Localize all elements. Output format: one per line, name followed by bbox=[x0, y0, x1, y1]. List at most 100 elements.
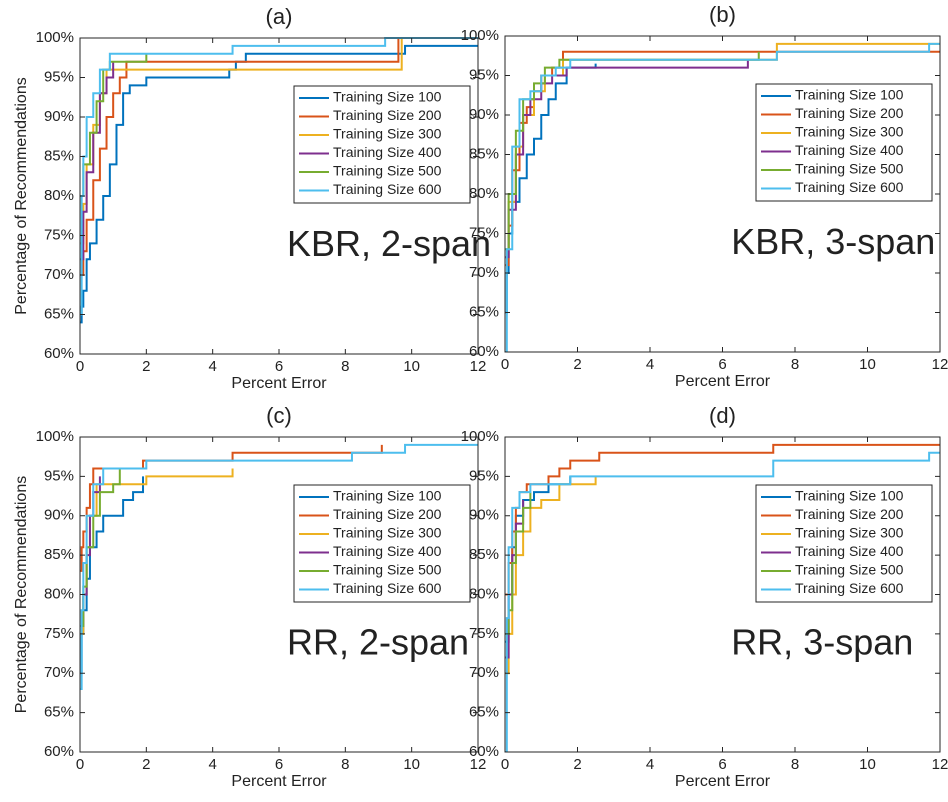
legend-label: Training Size 200 bbox=[795, 506, 904, 522]
y-tick-label: 80% bbox=[44, 585, 74, 602]
y-tick-label: 95% bbox=[44, 68, 74, 85]
x-tick-label: 12 bbox=[932, 356, 948, 373]
y-tick-label: 75% bbox=[469, 224, 499, 241]
y-tick-label: 100% bbox=[461, 27, 499, 44]
legend-label: Training Size 300 bbox=[333, 525, 442, 541]
x-axis-label: Percent Error bbox=[231, 773, 327, 790]
legend-box bbox=[293, 484, 471, 603]
legend-label: Training Size 200 bbox=[333, 107, 442, 123]
legend-box bbox=[293, 85, 471, 204]
y-tick-label: 85% bbox=[469, 145, 499, 162]
x-tick-label: 6 bbox=[718, 356, 726, 373]
x-tick-label: 0 bbox=[76, 358, 84, 375]
y-tick-label: 90% bbox=[44, 507, 74, 524]
subplot: 60% 65% 70% 75% 80% 85% 90% 95% 100% 0 2 4 6 8 10 12 (a)… bbox=[13, 4, 491, 392]
y-tick-label: 60% bbox=[469, 343, 499, 360]
chart-title: (d) bbox=[709, 403, 736, 428]
series-line bbox=[80, 37, 478, 276]
subplot: 60% 65% 70% 75% 80% 85% 90% 95% 100% 0 2 4 6 8 10 12 (d)… bbox=[461, 403, 948, 790]
x-axis-label: Percent Error bbox=[675, 773, 771, 790]
x-tick-label: 4 bbox=[646, 756, 654, 773]
y-tick-label: 95% bbox=[469, 66, 499, 83]
y-axis-label: Percentage of Recommendations bbox=[13, 476, 30, 713]
x-tick-label: 0 bbox=[76, 756, 84, 773]
y-tick-label: 85% bbox=[44, 546, 74, 563]
x-tick-label: 8 bbox=[341, 358, 349, 375]
series-line bbox=[505, 500, 525, 659]
y-tick-label: 100% bbox=[36, 29, 74, 46]
x-tick-label: 6 bbox=[275, 358, 283, 375]
x-tick-label: 6 bbox=[718, 756, 726, 773]
x-axis-label: Percent Error bbox=[231, 375, 327, 392]
subplot: 60% 65% 70% 75% 80% 85% 90% 95% 100% 0 2 4 6 8 10 12 (b)… bbox=[461, 2, 948, 390]
legend-label: Training Size 600 bbox=[795, 580, 904, 596]
x-tick-label: 4 bbox=[208, 358, 216, 375]
legend-label: Training Size 500 bbox=[333, 163, 442, 179]
x-tick-label: 8 bbox=[791, 356, 799, 373]
y-tick-label: 60% bbox=[44, 743, 74, 760]
chart-title: (a) bbox=[266, 4, 293, 29]
series-line bbox=[505, 59, 749, 259]
y-tick-label: 70% bbox=[44, 664, 74, 681]
series-line bbox=[505, 451, 940, 752]
legend-label: Training Size 100 bbox=[333, 488, 442, 504]
y-tick-label: 60% bbox=[469, 743, 499, 760]
subplot: 60% 65% 70% 75% 80% 85% 90% 95% 100% 0 2 4 6 8 10 12 (c)… bbox=[13, 403, 486, 790]
series-line bbox=[80, 443, 478, 690]
legend-label: Training Size 600 bbox=[333, 580, 442, 596]
x-tick-label: 2 bbox=[142, 756, 150, 773]
x-tick-label: 10 bbox=[859, 356, 876, 373]
x-tick-label: 0 bbox=[501, 356, 509, 373]
x-tick-label: 2 bbox=[573, 356, 581, 373]
x-tick-label: 8 bbox=[791, 756, 799, 773]
legend-label: Training Size 400 bbox=[795, 543, 904, 559]
legend-box bbox=[755, 83, 933, 202]
legend-label: Training Size 200 bbox=[333, 506, 442, 522]
legend-label: Training Size 300 bbox=[795, 124, 904, 140]
legend-label: Training Size 400 bbox=[333, 543, 442, 559]
legend-label: Training Size 500 bbox=[333, 562, 442, 578]
legend-label: Training Size 100 bbox=[333, 89, 442, 105]
legend-label: Training Size 300 bbox=[795, 525, 904, 541]
series-line bbox=[505, 51, 760, 251]
legend-label: Training Size 500 bbox=[795, 161, 904, 177]
y-tick-label: 95% bbox=[44, 467, 74, 484]
y-tick-label: 70% bbox=[469, 664, 499, 681]
legend-label: Training Size 100 bbox=[795, 87, 904, 103]
x-tick-label: 2 bbox=[573, 756, 581, 773]
annotation: RR, 2-span bbox=[287, 621, 469, 662]
x-tick-label: 4 bbox=[208, 756, 216, 773]
legend-label: Training Size 600 bbox=[795, 179, 904, 195]
y-tick-label: 60% bbox=[44, 345, 74, 362]
legend-label: Training Size 400 bbox=[795, 142, 904, 158]
x-tick-label: 8 bbox=[341, 756, 349, 773]
y-tick-label: 90% bbox=[469, 106, 499, 123]
y-tick-label: 80% bbox=[44, 187, 74, 204]
legend-label: Training Size 500 bbox=[795, 562, 904, 578]
y-tick-label: 65% bbox=[44, 305, 74, 322]
y-tick-label: 70% bbox=[44, 266, 74, 283]
x-axis-label: Percent Error bbox=[675, 373, 771, 390]
x-tick-label: 4 bbox=[646, 356, 654, 373]
legend-label: Training Size 200 bbox=[795, 105, 904, 121]
y-tick-label: 95% bbox=[469, 467, 499, 484]
y-tick-label: 65% bbox=[469, 303, 499, 320]
y-tick-label: 90% bbox=[44, 108, 74, 125]
x-tick-label: 0 bbox=[501, 756, 509, 773]
y-tick-label: 90% bbox=[469, 507, 499, 524]
y-tick-label: 100% bbox=[36, 428, 74, 445]
x-tick-label: 12 bbox=[932, 756, 948, 773]
y-axis-label: Percentage of Recommendations bbox=[13, 77, 30, 314]
y-tick-label: 100% bbox=[461, 428, 499, 445]
x-tick-label: 12 bbox=[470, 756, 487, 773]
x-tick-label: 2 bbox=[142, 358, 150, 375]
y-tick-label: 75% bbox=[44, 226, 74, 243]
series-line bbox=[80, 44, 478, 324]
x-tick-label: 10 bbox=[403, 756, 420, 773]
legend-label: Training Size 300 bbox=[333, 126, 442, 142]
y-tick-label: 65% bbox=[469, 704, 499, 721]
chart-title: (c) bbox=[266, 403, 292, 428]
y-tick-label: 65% bbox=[44, 704, 74, 721]
